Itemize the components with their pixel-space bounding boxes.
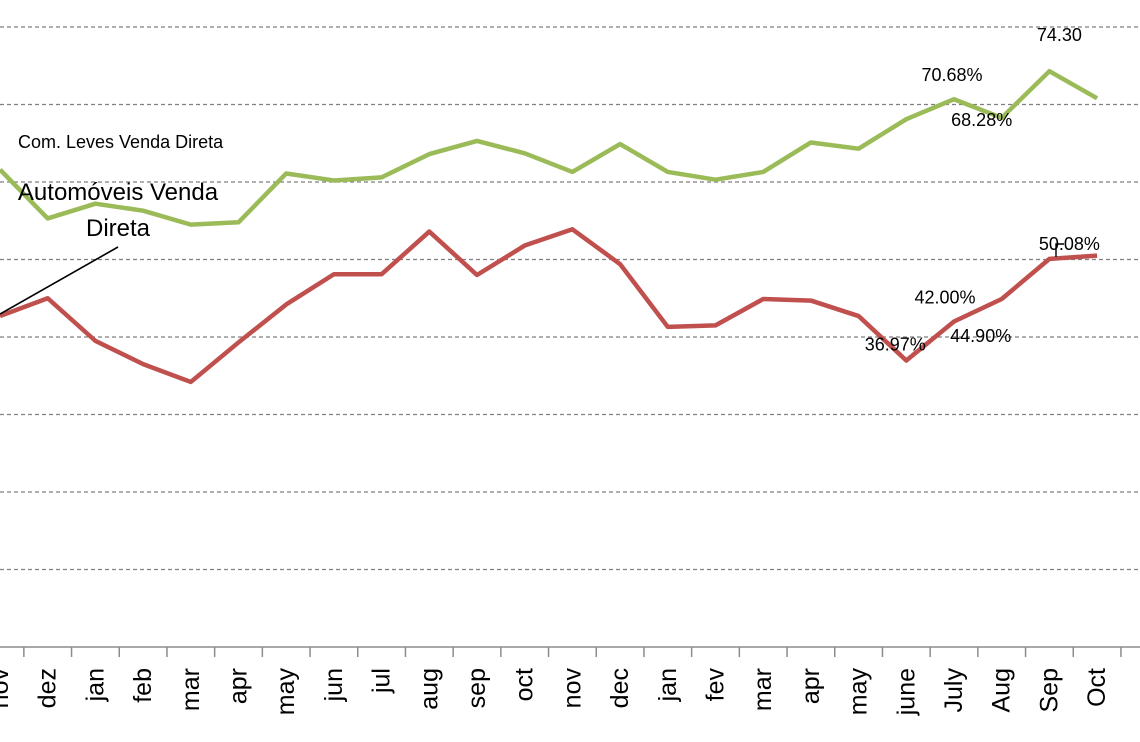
x-tick-label: nov <box>558 668 586 709</box>
x-tick-label: jun <box>320 668 348 702</box>
x-tick-label: apr <box>225 668 253 704</box>
label-leader <box>1055 243 1064 257</box>
x-tick-label: aug <box>415 668 443 710</box>
x-tick-label: may <box>272 668 300 716</box>
series-line <box>0 68 1099 227</box>
x-axis: nov dez jan feb mar apr may jun jul aug sep oct nov d… <box>0 646 1140 716</box>
series-name-leader <box>0 246 119 315</box>
x-tick-label: may <box>845 668 873 716</box>
x-tick-label: sep <box>463 668 491 708</box>
x-tick-label: mar <box>749 668 777 711</box>
x-tick-label: jan <box>654 668 682 702</box>
data-label: 50.08% <box>1039 234 1100 254</box>
gridlines <box>0 26 1140 571</box>
x-tick-label: oct <box>511 668 539 701</box>
x-tick-label: jan <box>81 668 109 702</box>
data-labels: 70.68% 68.28% 74.30 36.97% 42.00% 44.90% 50.08… <box>865 25 1100 354</box>
x-tick-label: Oct <box>1083 668 1111 707</box>
x-tick-label: Sep <box>1035 668 1063 712</box>
x-tick-label: nov <box>0 668 14 709</box>
x-tick-label: feb <box>129 668 157 703</box>
x-tick-label: fev <box>702 668 730 702</box>
series-line <box>0 227 1098 385</box>
x-tick-label: june <box>892 668 920 716</box>
x-tick-label: dec <box>606 668 634 708</box>
x-tick-label: mar <box>177 668 205 711</box>
data-label: 70.68% <box>921 65 982 85</box>
x-tick-label: dez <box>34 668 62 708</box>
series-name-com-leves: Com. Leves Venda Direta <box>18 132 224 152</box>
series-name-labels: Com. Leves Venda Direta Automóveis Venda D… <box>0 132 224 315</box>
data-label: 74.30 <box>1037 25 1082 45</box>
data-label: 42.00% <box>914 288 975 308</box>
data-label: 44.90% <box>950 326 1011 346</box>
x-tick-label: jul <box>368 668 396 694</box>
x-tick-label: July <box>940 668 968 713</box>
series-name-automoveis: Automóveis Venda Direta <box>18 179 219 242</box>
x-tick-label: Aug <box>988 668 1016 712</box>
x-tick-label: apr <box>797 668 825 704</box>
series-lines <box>0 68 1099 385</box>
data-label: 68.28% <box>951 110 1012 130</box>
data-label: 36.97% <box>865 334 926 354</box>
